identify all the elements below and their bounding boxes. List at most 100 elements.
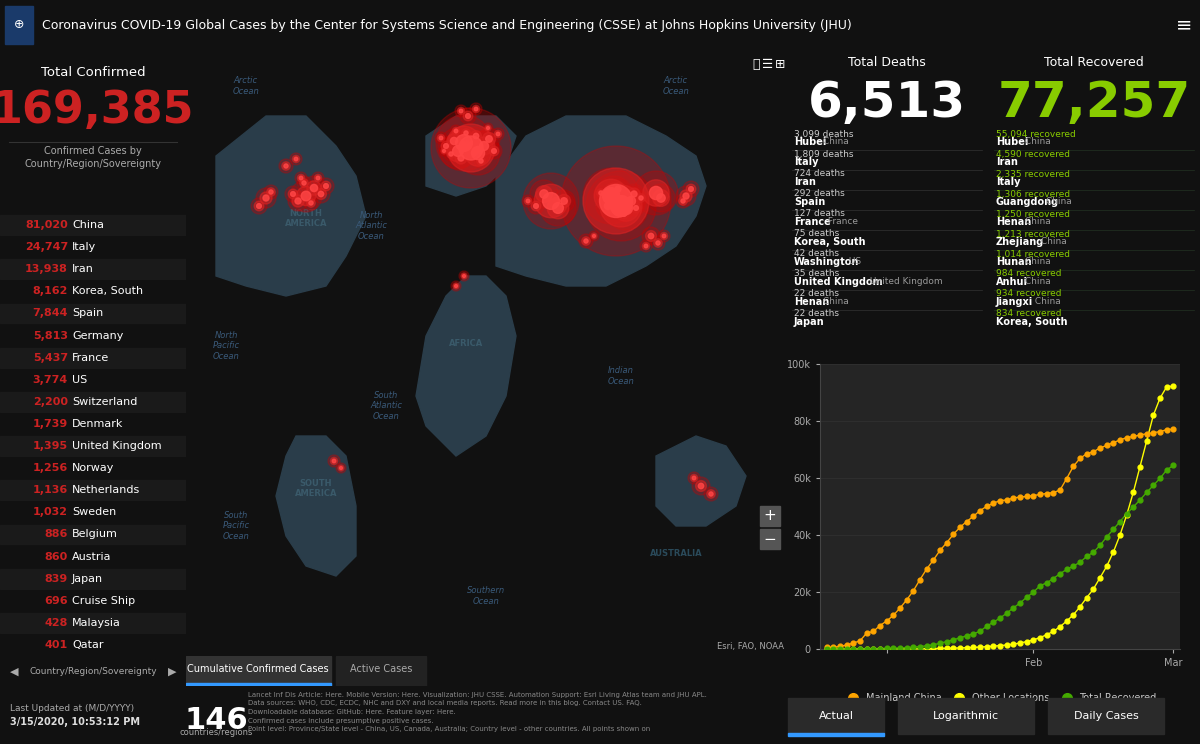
Circle shape (454, 129, 458, 132)
Point (1130, 494, 1150, 506)
Circle shape (601, 193, 612, 203)
Circle shape (532, 201, 541, 211)
Circle shape (296, 187, 316, 205)
Point (851, 635, 870, 647)
Text: 22 deaths: 22 deaths (794, 310, 839, 318)
Circle shape (650, 236, 665, 250)
Circle shape (628, 200, 644, 216)
Bar (0, 237, 186, 257)
Point (890, 642, 910, 654)
Point (1157, 381, 1176, 393)
Point (1084, 546, 1103, 558)
Text: Spain: Spain (794, 197, 826, 207)
Circle shape (302, 181, 306, 185)
Text: 24,747: 24,747 (25, 242, 68, 252)
Bar (0, 326, 186, 345)
Circle shape (642, 227, 660, 245)
Circle shape (523, 173, 580, 229)
Text: 3,774: 3,774 (32, 375, 68, 385)
Circle shape (689, 187, 694, 191)
Text: Japan: Japan (72, 574, 103, 583)
Circle shape (522, 195, 534, 207)
Circle shape (482, 123, 493, 133)
Text: Active Cases: Active Cases (350, 664, 412, 674)
Point (1104, 437, 1123, 449)
Point (1084, 583, 1103, 595)
Legend: Mainland China, Other Locations, Total Recovered: Mainland China, Other Locations, Total R… (840, 689, 1160, 707)
Point (1057, 472, 1076, 484)
Text: China: China (1022, 257, 1051, 266)
Point (1018, 591, 1037, 603)
Circle shape (583, 168, 640, 224)
Circle shape (698, 484, 703, 489)
Point (1031, 580, 1050, 591)
Circle shape (649, 187, 662, 199)
Point (937, 642, 956, 654)
Circle shape (324, 184, 329, 188)
Circle shape (454, 283, 458, 289)
Bar (5, 6, 34, 44)
Text: Esri, FAO, NOAA: Esri, FAO, NOAA (718, 642, 784, 651)
Text: Total Recovered: Total Recovered (1044, 56, 1144, 69)
Text: 1,395: 1,395 (32, 441, 68, 451)
Text: Italy: Italy (996, 177, 1020, 187)
Point (898, 643, 917, 655)
Point (977, 620, 996, 632)
Circle shape (553, 202, 564, 214)
Point (1050, 484, 1069, 496)
Circle shape (264, 185, 278, 199)
Point (958, 642, 977, 654)
Circle shape (457, 107, 464, 115)
Point (1157, 424, 1176, 436)
Text: Italy: Italy (794, 157, 818, 167)
Circle shape (644, 244, 648, 248)
Point (838, 643, 857, 655)
Circle shape (608, 179, 628, 199)
Text: 860: 860 (44, 551, 68, 562)
Polygon shape (656, 436, 746, 526)
Circle shape (446, 150, 455, 158)
Circle shape (461, 273, 467, 279)
Circle shape (634, 171, 678, 215)
Bar (0, 392, 186, 411)
Text: 984 recovered: 984 recovered (996, 269, 1062, 278)
Circle shape (449, 152, 454, 156)
Text: 35 deaths: 35 deaths (794, 269, 839, 278)
Text: Lancet Inf Dis Article: Here. Mobile Version: Here. Visualization: JHU CSSE. Aut: Lancet Inf Dis Article: Here. Mobile Ver… (248, 692, 707, 732)
Text: ASIA: ASIA (595, 199, 617, 208)
Polygon shape (416, 276, 516, 456)
Point (1050, 568, 1069, 580)
Circle shape (451, 148, 470, 168)
Circle shape (631, 191, 637, 197)
Point (1003, 492, 1022, 504)
Text: 146: 146 (184, 706, 248, 735)
Circle shape (486, 135, 492, 142)
Circle shape (446, 124, 496, 172)
Text: countries/regions: countries/regions (179, 728, 253, 737)
Polygon shape (426, 116, 516, 196)
Circle shape (451, 281, 461, 291)
Bar (788, 698, 884, 734)
Text: Qatar: Qatar (72, 640, 103, 650)
Bar (0, 414, 186, 434)
Circle shape (439, 146, 449, 156)
Bar (0, 547, 186, 566)
Circle shape (648, 234, 654, 239)
Text: China: China (1032, 298, 1061, 307)
Bar (788, 733, 884, 736)
Circle shape (444, 144, 449, 148)
Circle shape (494, 130, 502, 138)
Circle shape (658, 230, 670, 242)
Point (1110, 516, 1129, 527)
Bar (0, 281, 186, 301)
Text: 428: 428 (44, 618, 68, 628)
Bar (0, 568, 186, 589)
Bar (0, 591, 186, 611)
Circle shape (696, 481, 707, 491)
Text: Hunan: Hunan (996, 257, 1032, 267)
Circle shape (462, 129, 470, 137)
Circle shape (338, 465, 344, 471)
Circle shape (480, 141, 488, 150)
Text: 2,335 recovered: 2,335 recovered (996, 170, 1070, 179)
Text: 1,256: 1,256 (32, 464, 68, 473)
